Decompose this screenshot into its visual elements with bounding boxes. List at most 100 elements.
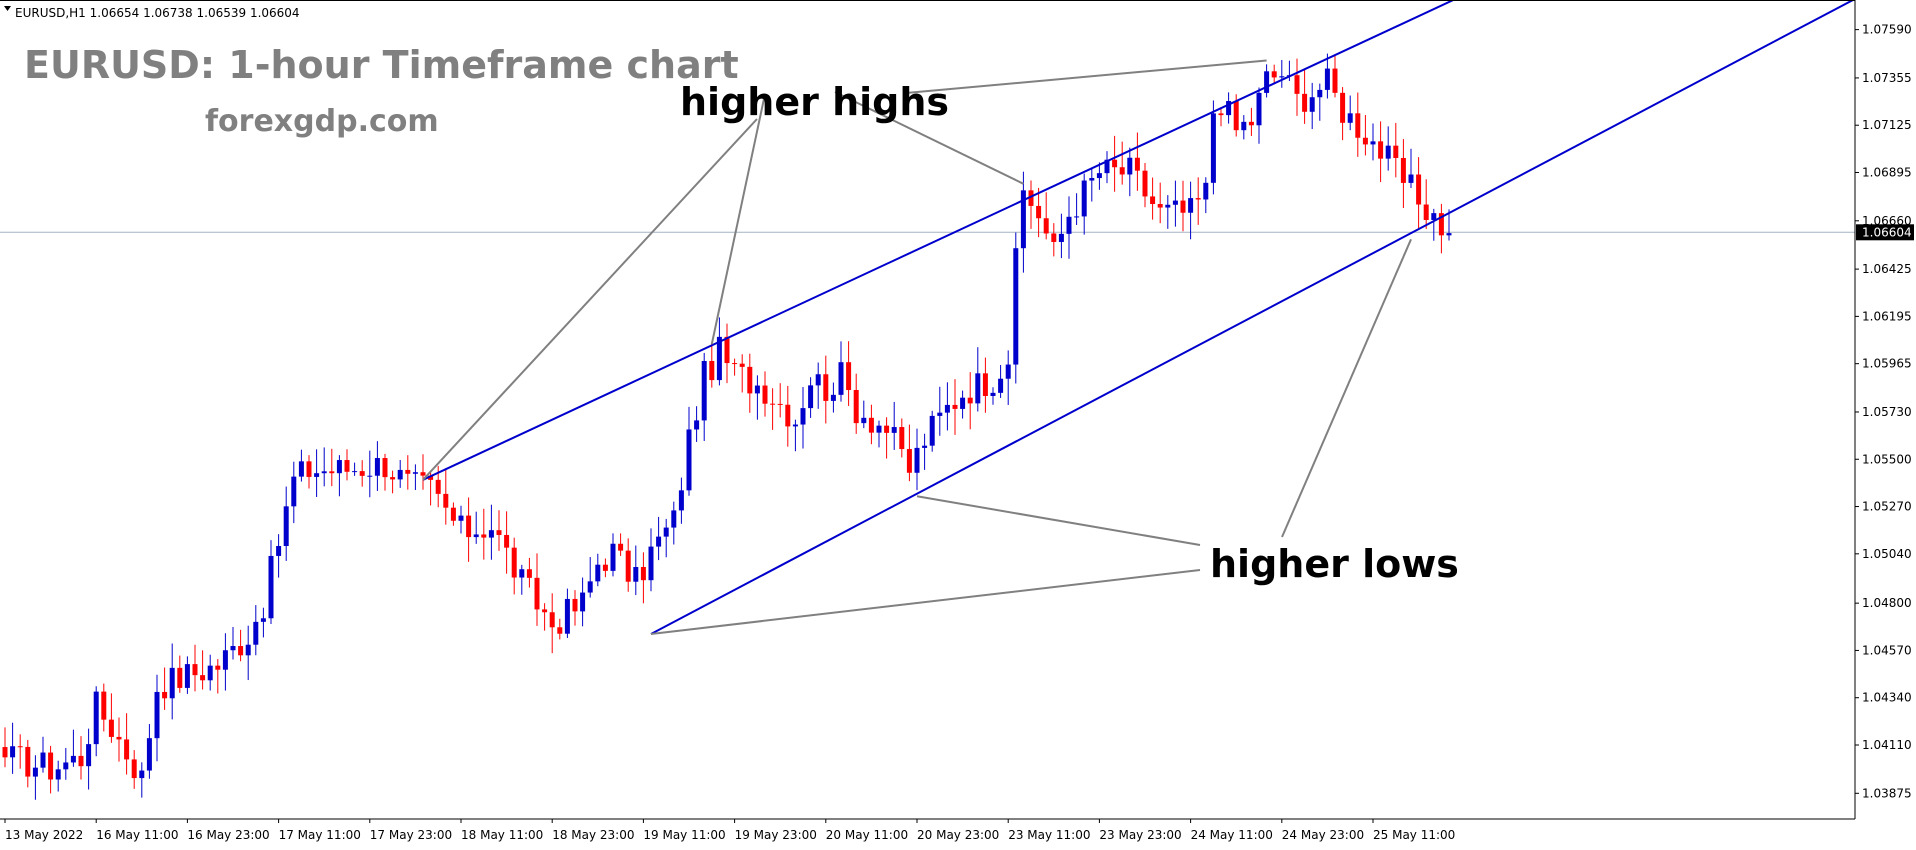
candle (998, 365, 1004, 398)
candle-body (1074, 216, 1080, 218)
candle-body (785, 404, 791, 427)
candle-body (1020, 190, 1026, 249)
candle (990, 387, 996, 405)
candle-body (1028, 190, 1034, 206)
candle (1081, 173, 1087, 235)
candle-body (63, 762, 69, 770)
y-tick-label: 1.03875 (1862, 786, 1912, 800)
candle (1393, 122, 1399, 178)
candle-body (298, 461, 304, 477)
candle-body (1324, 68, 1330, 90)
candle-body (1036, 205, 1042, 219)
candle (276, 534, 282, 578)
candle-body (542, 609, 548, 613)
candle (367, 450, 373, 498)
candle-body (108, 719, 114, 737)
candle (671, 501, 677, 545)
candle-body (488, 530, 494, 538)
candle-body (412, 472, 418, 474)
candle-body (116, 736, 122, 740)
candle-body (321, 471, 327, 474)
y-tick-label: 1.04110 (1862, 738, 1912, 752)
candle-body (215, 665, 221, 670)
candle (253, 605, 259, 656)
candle-body (55, 769, 61, 780)
candle-body (1385, 145, 1391, 159)
candle-body (1423, 204, 1429, 220)
candle-body (1005, 364, 1011, 379)
candle (1309, 82, 1315, 130)
x-tick-label: 16 May 11:00 (96, 828, 178, 842)
candle-body (481, 534, 487, 538)
candle-body (17, 746, 23, 748)
candle (701, 352, 707, 442)
candle-body (1317, 89, 1323, 98)
candle-body (633, 566, 639, 582)
candle (762, 371, 768, 417)
candle-body (656, 536, 662, 547)
candle (1241, 115, 1247, 140)
candle-body (1203, 182, 1209, 200)
candle (732, 358, 738, 376)
candle-body (1355, 113, 1361, 138)
candle-body (830, 394, 836, 401)
dropdown-triangle-icon[interactable] (4, 6, 11, 11)
candle-body (1340, 92, 1346, 123)
candle (1248, 107, 1254, 136)
candle-body (587, 581, 593, 593)
candle (215, 659, 221, 694)
annotation-pointers-group (422, 59, 1412, 635)
candle (116, 717, 122, 762)
candle-body (154, 691, 160, 739)
y-tick-label: 1.05730 (1862, 405, 1912, 419)
candle (1165, 195, 1171, 229)
candle-body (25, 746, 31, 777)
candle-body (671, 510, 677, 528)
x-tick-label: 19 May 11:00 (643, 828, 725, 842)
candle-body (344, 460, 350, 472)
candle-body (124, 739, 130, 760)
candle-body (975, 373, 981, 404)
candle (1279, 59, 1285, 88)
candle (564, 588, 570, 638)
candle-body (405, 469, 411, 474)
candle (70, 729, 76, 767)
candle-body (1188, 198, 1194, 213)
candle (1423, 179, 1429, 229)
candle (1096, 162, 1102, 190)
y-tick-label: 1.04570 (1862, 643, 1912, 657)
pointer-line-higher-low (650, 569, 1201, 635)
x-tick-label: 18 May 23:00 (552, 828, 634, 842)
candle-body (1066, 216, 1072, 234)
candle (800, 387, 806, 449)
candle-body (944, 404, 950, 413)
candle (382, 453, 388, 491)
x-tick-label: 13 May 2022 (5, 828, 83, 842)
candle (1408, 148, 1414, 189)
channel-upper-line[interactable] (422, 0, 1601, 481)
y-tick-label: 1.07355 (1862, 71, 1912, 85)
candle-body (534, 577, 540, 610)
candle (108, 693, 114, 743)
candle-body (922, 445, 928, 448)
candle-body (1142, 170, 1148, 197)
candle (808, 377, 814, 418)
candle (1142, 162, 1148, 208)
candle-body (1210, 113, 1216, 183)
candle-body (397, 469, 403, 480)
candle-body (846, 362, 852, 391)
candle-body (329, 471, 335, 474)
candle (1362, 115, 1368, 156)
candle (937, 386, 943, 436)
candle (1400, 139, 1406, 209)
candle (344, 449, 350, 481)
candle (230, 627, 236, 660)
candle (1271, 64, 1277, 83)
candle-body (78, 755, 84, 767)
channel-lower-line[interactable] (650, 0, 1916, 635)
candle-body (1112, 159, 1118, 168)
candle (2, 727, 8, 768)
candle-body (450, 507, 456, 521)
